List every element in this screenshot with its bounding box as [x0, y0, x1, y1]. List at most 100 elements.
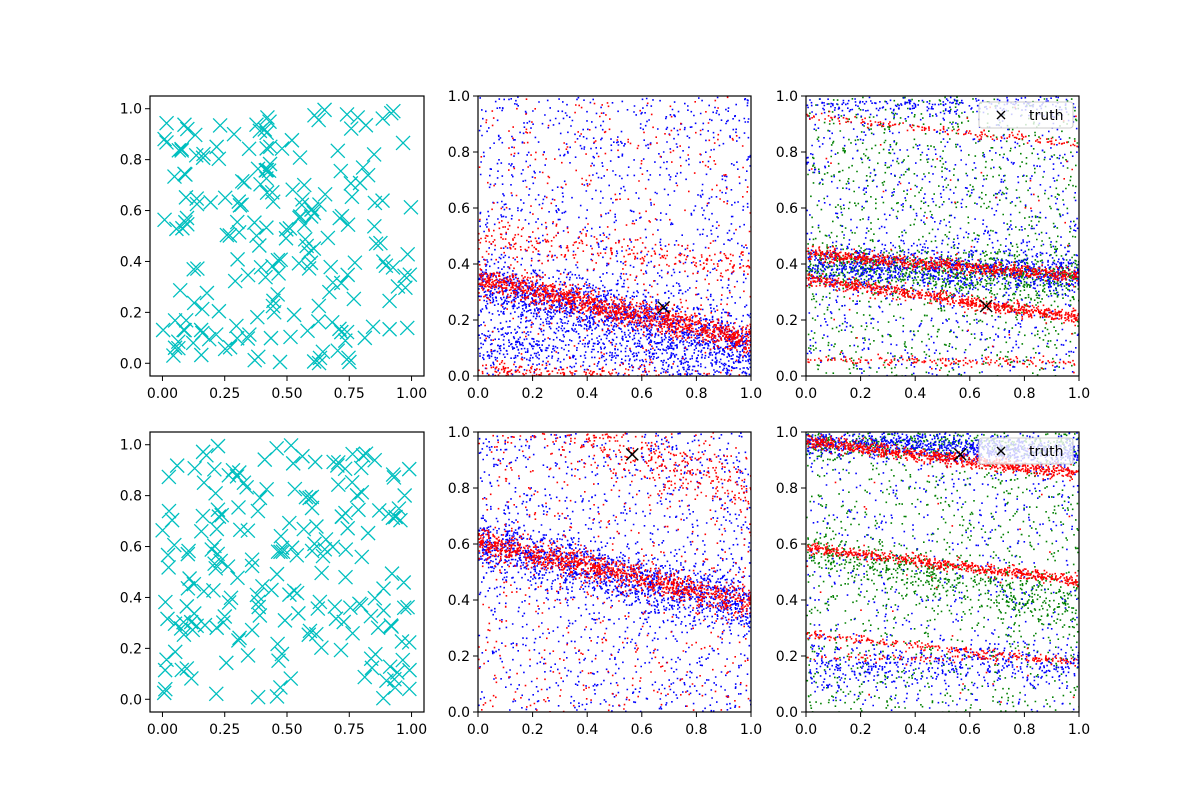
y-tick-label: 0.4	[776, 257, 798, 273]
panel-r1c1: 0.0 0.2 0.4 0.6 0.8 1.0 0.0 0.2 0.4 0.6 0.8 1.0	[448, 425, 762, 738]
legend-truth-marker	[996, 110, 1006, 120]
y-tick-label: 0.2	[776, 313, 798, 329]
y-tick-label: 0.6	[448, 201, 470, 217]
scatter-points-cyan	[155, 102, 419, 371]
x-tick-label: 0.4	[576, 386, 598, 402]
scatter-series-red	[806, 434, 1079, 703]
truth-marker	[979, 299, 993, 313]
panel-r0c1: 0.0 0.2 0.4 0.6 0.8 1.0 0.0 0.2 0.4 0.6 0.8 1.0	[448, 89, 762, 402]
y-tick-label: 0.8	[448, 145, 470, 161]
plot-area	[155, 102, 419, 371]
legend-label: truth	[1029, 108, 1063, 124]
truth-marker	[953, 447, 967, 461]
x-tick-label: 0.50	[271, 386, 302, 402]
y-tick-label: 0.6	[120, 204, 142, 220]
x-tick-label: 0.0	[467, 722, 489, 738]
x-tick-label: 0.8	[685, 722, 707, 738]
y-tick-label: 1.0	[448, 425, 470, 441]
y-tick-label: 1.0	[120, 102, 142, 118]
panels: 0.00 0.25 0.50 0.75 1.000.00.20.40.60.81.00.…	[120, 89, 1090, 738]
legend-label: truth	[1029, 444, 1063, 460]
x-tick-label: 0.8	[685, 386, 707, 402]
scatter-series-green	[806, 432, 1079, 712]
y-tick-label: 0.2	[120, 305, 142, 321]
scatter-points-cyan	[155, 438, 417, 706]
x-tick-label: 0.8	[1013, 386, 1035, 402]
y-tick-label: 0.8	[120, 489, 142, 505]
y-tick-label: 0.0	[120, 692, 142, 708]
x-tick-label: 0.2	[521, 386, 543, 402]
x-tick-label: 0.6	[631, 386, 653, 402]
panel-r0c0: 0.00 0.25 0.50 0.75 1.00 0.0 0.2 0.4 0.6 0.8 1.0	[120, 95, 427, 402]
y-tick-label: 0.2	[776, 649, 798, 665]
x-tick-label: 0.00	[147, 722, 178, 738]
y-tick-label: 0.0	[448, 705, 470, 721]
truth-marker	[625, 447, 639, 461]
plot-area	[478, 432, 751, 712]
panel-r1c0: 0.00 0.25 0.50 0.75 1.00 0.0 0.2 0.4 0.6 0.8 1.0	[120, 431, 427, 738]
x-tick-label: 0.0	[467, 386, 489, 402]
plot-area	[155, 438, 417, 706]
y-tick-label: 0.2	[120, 641, 142, 657]
x-tick-label: 1.00	[396, 722, 427, 738]
x-tick-label: 0.2	[849, 722, 871, 738]
x-tick-label: 0.50	[271, 722, 302, 738]
x-tick-label: 0.25	[209, 386, 240, 402]
y-tick-label: 0.6	[776, 201, 798, 217]
y-tick-label: 0.2	[448, 649, 470, 665]
y-tick-label: 0.4	[448, 257, 470, 273]
x-tick-label: 0.2	[849, 386, 871, 402]
x-tick-label: 0.6	[631, 722, 653, 738]
y-tick-label: 0.8	[776, 145, 798, 161]
legend-box	[978, 437, 1074, 465]
y-tick-label: 0.8	[120, 153, 142, 169]
x-tick-label: 1.0	[740, 722, 762, 738]
x-tick-label: 0.25	[209, 722, 240, 738]
x-tick-label: 0.4	[576, 722, 598, 738]
axes-frame	[805, 95, 1080, 377]
y-tick-label: 1.0	[448, 89, 470, 105]
y-tick-label: 0.0	[120, 356, 142, 372]
axes-frame	[477, 431, 752, 713]
x-tick-label: 1.0	[740, 386, 762, 402]
y-tick-label: 0.0	[776, 705, 798, 721]
y-tick-label: 0.4	[776, 593, 798, 609]
y-tick-label: 1.0	[776, 89, 798, 105]
axes-frame	[805, 431, 1080, 713]
panel-r1c2: 0.0 0.2 0.4 0.6 0.8 1.0 0.0 0.2 0.4 0.6 0.8 1.0 trut…	[776, 425, 1090, 738]
x-tick-label: 0.6	[959, 386, 981, 402]
x-tick-label: 0.6	[959, 722, 981, 738]
y-tick-label: 0.4	[448, 593, 470, 609]
x-tick-label: 0.4	[904, 722, 926, 738]
x-tick-label: 0.75	[334, 386, 365, 402]
y-tick-label: 0.0	[776, 369, 798, 385]
legend: truth	[978, 437, 1074, 465]
truth-marker	[657, 300, 671, 314]
x-tick-label: 1.00	[396, 386, 427, 402]
y-tick-label: 0.0	[448, 369, 470, 385]
y-tick-label: 0.6	[448, 537, 470, 553]
scatter-series-red	[478, 432, 751, 712]
x-tick-label: 1.0	[1068, 722, 1090, 738]
x-tick-label: 0.8	[1013, 722, 1035, 738]
legend-box	[978, 101, 1074, 129]
x-tick-label: 1.0	[1068, 386, 1090, 402]
legend-truth-marker	[996, 446, 1006, 456]
plot-area	[806, 96, 1079, 376]
axes-frame	[477, 95, 752, 377]
x-tick-label: 0.4	[904, 386, 926, 402]
y-tick-label: 0.6	[120, 540, 142, 556]
y-tick-label: 0.8	[776, 481, 798, 497]
x-tick-label: 0.2	[521, 722, 543, 738]
panel-r0c2: 0.0 0.2 0.4 0.6 0.8 1.0 0.0 0.2 0.4 0.6 0.8 1.0 trut…	[776, 89, 1090, 402]
y-tick-label: 0.8	[448, 481, 470, 497]
legend: truth	[978, 101, 1074, 129]
y-tick-label: 0.4	[120, 590, 142, 606]
y-tick-label: 0.2	[448, 313, 470, 329]
y-tick-label: 1.0	[120, 438, 142, 454]
y-tick-label: 0.6	[776, 537, 798, 553]
x-tick-label: 0.75	[334, 722, 365, 738]
y-tick-label: 1.0	[776, 425, 798, 441]
